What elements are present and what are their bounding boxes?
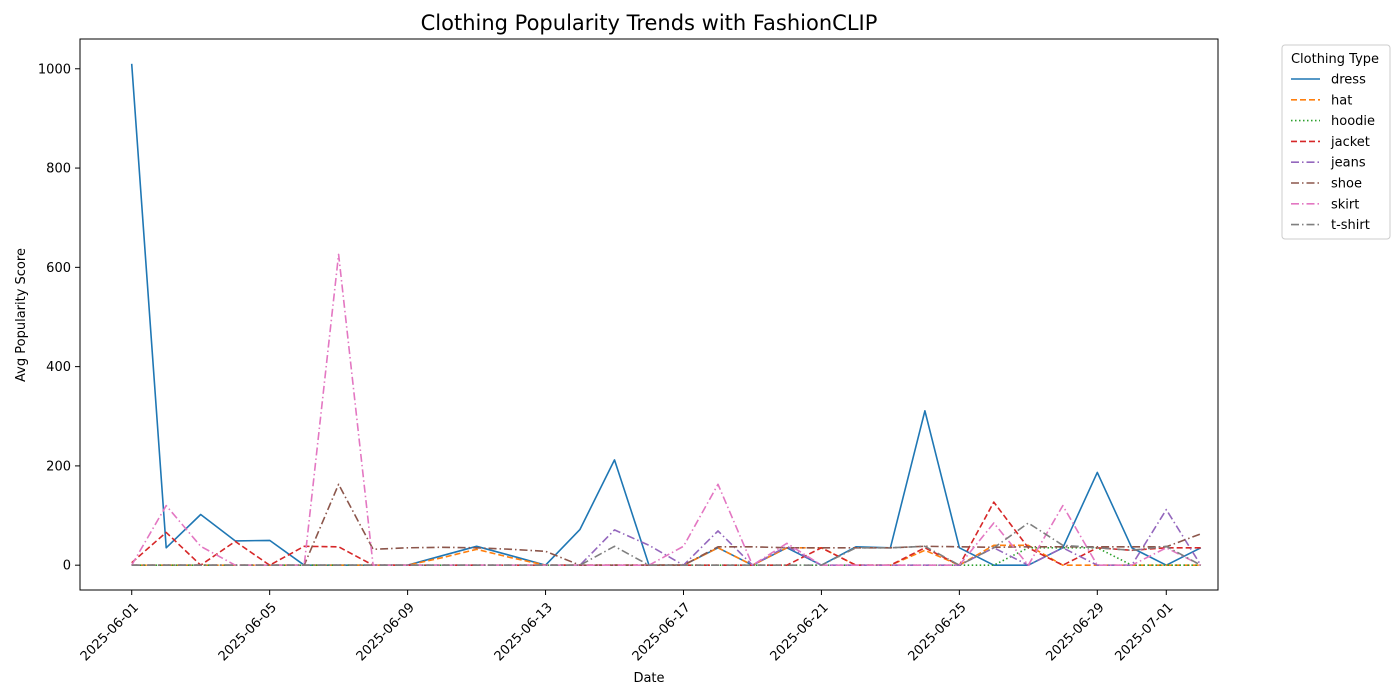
series-line-jacket [131, 501, 1201, 567]
x-tick-label: 2025-06-09 [354, 600, 418, 664]
x-axis: 2025-06-01 2025-06-05 2025-06-09 2025-06-13… [78, 590, 1176, 664]
y-tick-label: 600 [46, 261, 71, 276]
legend-label: hat [1331, 93, 1352, 108]
x-tick-label: 2025-06-05 [216, 600, 280, 664]
legend-label: t-shirt [1331, 218, 1370, 233]
x-tick-label: 2025-07-01 [1112, 600, 1176, 664]
x-tick-label: 2025-06-13 [492, 600, 556, 664]
legend-item-dress: dress [1291, 73, 1366, 88]
series-line-t-shirt [131, 522, 1202, 567]
legend-label: skirt [1331, 197, 1359, 212]
y-tick-label: 1000 [38, 62, 71, 77]
x-axis-label: Date [633, 671, 664, 686]
legend-item-jeans: jeans [1291, 156, 1366, 171]
plot-frame [79, 38, 1219, 591]
legend-label: jacket [1330, 135, 1370, 150]
y-tick-label: 800 [46, 162, 71, 177]
x-tick-label: 2025-06-29 [1043, 600, 1107, 664]
plot-area [79, 38, 1219, 591]
x-tick-label: 2025-06-01 [78, 600, 142, 664]
x-tick-label: 2025-06-17 [630, 600, 694, 664]
y-axis-label: Avg Popularity Score [14, 248, 29, 382]
legend-item-skirt: skirt [1291, 197, 1359, 212]
legend-title: Clothing Type [1291, 52, 1379, 67]
legend-item-hoodie: hoodie [1291, 114, 1375, 129]
legend-item-jacket: jacket [1291, 135, 1370, 150]
legend-item-hat: hat [1291, 93, 1352, 108]
chart-title: Clothing Popularity Trends with FashionC… [421, 11, 878, 35]
legend-label: shoe [1331, 177, 1362, 192]
legend-label: dress [1331, 73, 1366, 88]
legend: Clothing Type dress hat hoodie jacket jeans s… [1281, 44, 1391, 240]
legend-item-shoe: shoe [1291, 177, 1362, 192]
legend-label: hoodie [1331, 114, 1375, 129]
series-line-dress [130, 63, 1202, 567]
series-line-shoe [131, 483, 1202, 567]
x-tick-label: 2025-06-25 [906, 600, 970, 664]
legend-items: dress hat hoodie jacket jeans shoe skirt t-shir… [1291, 73, 1375, 233]
y-axis: 0 200 400 600 800 1000 [38, 62, 80, 574]
legend-box [1281, 44, 1391, 240]
y-tick-label: 0 [63, 559, 71, 574]
legend-label: jeans [1330, 156, 1366, 171]
legend-item-t-shirt: t-shirt [1291, 218, 1370, 233]
series-line-hat [131, 544, 1201, 567]
series-line-skirt [131, 253, 1202, 567]
y-tick-label: 400 [46, 360, 71, 375]
x-tick-label: 2025-06-21 [768, 600, 832, 664]
y-tick-label: 200 [46, 459, 71, 474]
